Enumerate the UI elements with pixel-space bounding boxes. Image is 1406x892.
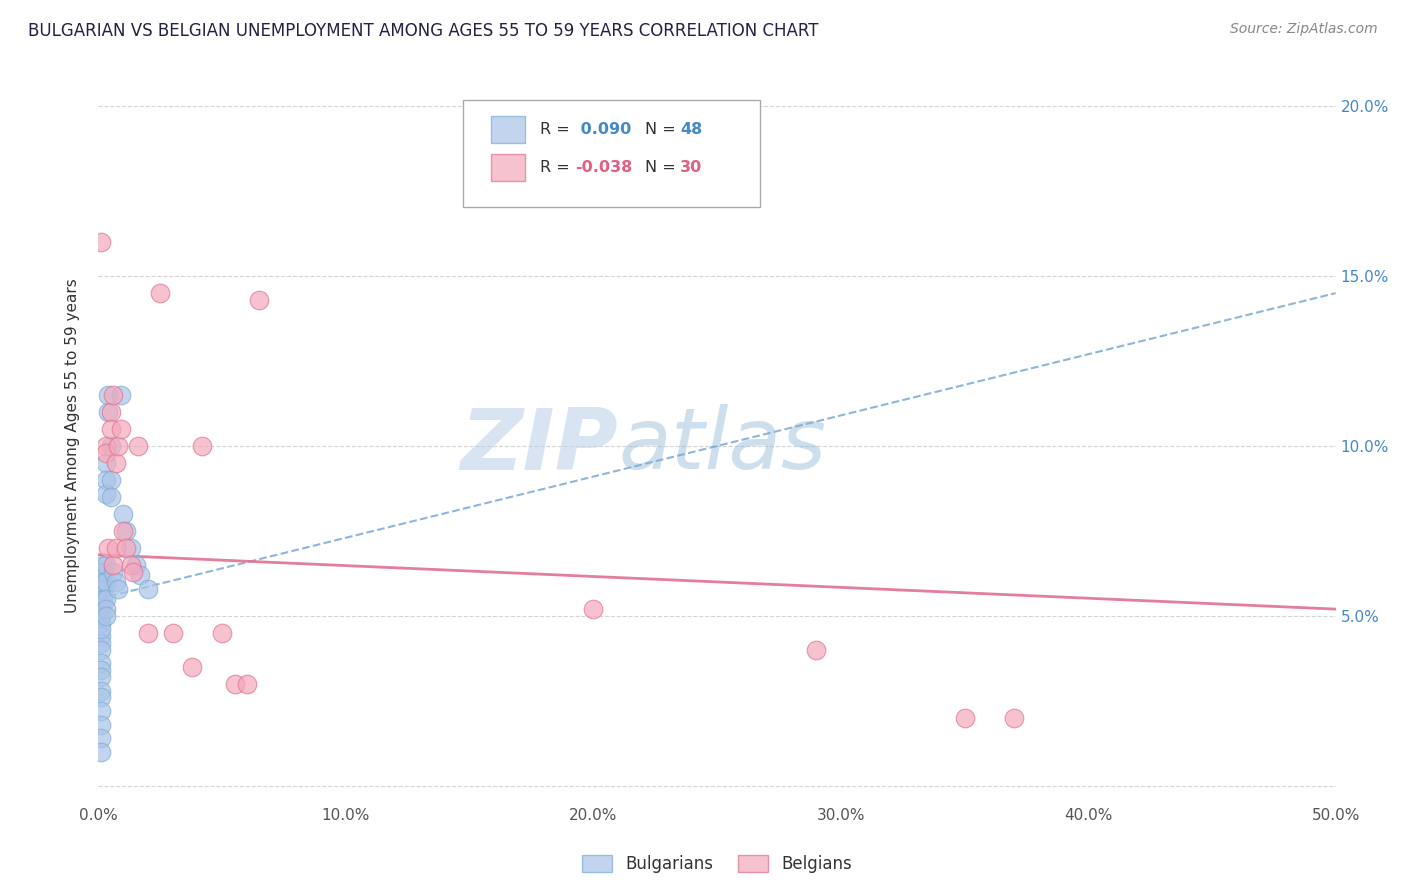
Point xyxy=(110,422,132,436)
Point xyxy=(94,608,117,623)
Point xyxy=(90,565,112,579)
FancyBboxPatch shape xyxy=(464,100,761,207)
Point xyxy=(247,293,270,307)
Point xyxy=(94,591,117,606)
Point xyxy=(112,524,135,538)
Point xyxy=(582,602,605,616)
Point xyxy=(90,602,112,616)
Point xyxy=(103,388,125,402)
Y-axis label: Unemployment Among Ages 55 to 59 years: Unemployment Among Ages 55 to 59 years xyxy=(65,278,80,614)
Point xyxy=(94,473,117,487)
Point xyxy=(114,541,136,555)
Point xyxy=(94,439,117,453)
Point xyxy=(93,565,115,579)
Text: 30: 30 xyxy=(681,161,702,175)
Point xyxy=(90,608,112,623)
Point xyxy=(90,643,112,657)
Text: N =: N = xyxy=(645,161,681,175)
Point xyxy=(90,657,112,671)
Point xyxy=(191,439,214,453)
Point xyxy=(100,422,122,436)
Point xyxy=(136,582,159,596)
Point xyxy=(97,541,120,555)
Text: ZIP: ZIP xyxy=(460,404,619,488)
Point xyxy=(94,486,117,500)
Point xyxy=(90,670,112,684)
Point xyxy=(90,615,112,630)
Text: 48: 48 xyxy=(681,122,702,137)
Point xyxy=(236,677,259,691)
Text: R =: R = xyxy=(540,122,575,137)
Point xyxy=(90,663,112,677)
Point xyxy=(90,704,112,718)
Point xyxy=(90,235,112,249)
Text: -0.038: -0.038 xyxy=(575,161,633,175)
Point xyxy=(122,565,145,579)
Point xyxy=(181,660,204,674)
Point xyxy=(90,731,112,746)
Point xyxy=(211,626,233,640)
Point xyxy=(107,439,129,453)
Point xyxy=(104,574,127,589)
Point xyxy=(127,439,149,453)
Point xyxy=(104,456,127,470)
Text: atlas: atlas xyxy=(619,404,827,488)
Point xyxy=(120,541,142,555)
Point xyxy=(93,558,115,572)
Point xyxy=(93,574,115,589)
Point xyxy=(90,717,112,731)
Point xyxy=(110,388,132,402)
Point xyxy=(103,558,125,572)
Point xyxy=(94,446,117,460)
Point xyxy=(94,602,117,616)
Text: N =: N = xyxy=(645,122,681,137)
Text: BULGARIAN VS BELGIAN UNEMPLOYMENT AMONG AGES 55 TO 59 YEARS CORRELATION CHART: BULGARIAN VS BELGIAN UNEMPLOYMENT AMONG … xyxy=(28,22,818,40)
Point xyxy=(90,582,112,596)
Point xyxy=(804,643,827,657)
Bar xyxy=(491,154,526,181)
Point xyxy=(104,541,127,555)
Point xyxy=(120,558,142,572)
Point xyxy=(93,582,115,596)
Point xyxy=(162,626,184,640)
Point xyxy=(90,683,112,698)
Point xyxy=(90,745,112,759)
Point xyxy=(100,439,122,453)
Point xyxy=(97,405,120,419)
Point xyxy=(94,558,117,572)
Point xyxy=(90,623,112,637)
Point xyxy=(224,677,246,691)
Point xyxy=(100,405,122,419)
Text: 0.090: 0.090 xyxy=(575,122,631,137)
Point xyxy=(90,636,112,650)
Text: Source: ZipAtlas.com: Source: ZipAtlas.com xyxy=(1230,22,1378,37)
Point xyxy=(90,578,112,592)
Point xyxy=(103,565,125,579)
Point xyxy=(129,568,152,582)
Point xyxy=(953,711,976,725)
Point xyxy=(124,558,146,572)
Legend: Bulgarians, Belgians: Bulgarians, Belgians xyxy=(575,848,859,880)
Point xyxy=(136,626,159,640)
Text: R =: R = xyxy=(540,161,575,175)
Point xyxy=(112,507,135,521)
Point xyxy=(97,388,120,402)
Point xyxy=(100,490,122,504)
Bar xyxy=(491,116,526,144)
Point xyxy=(100,473,122,487)
Point xyxy=(149,286,172,301)
Point xyxy=(90,629,112,643)
Point xyxy=(114,524,136,538)
Point xyxy=(1002,711,1025,725)
Point xyxy=(93,591,115,606)
Point xyxy=(90,690,112,705)
Point xyxy=(90,591,112,606)
Point xyxy=(94,574,117,589)
Point xyxy=(107,582,129,596)
Point xyxy=(94,456,117,470)
